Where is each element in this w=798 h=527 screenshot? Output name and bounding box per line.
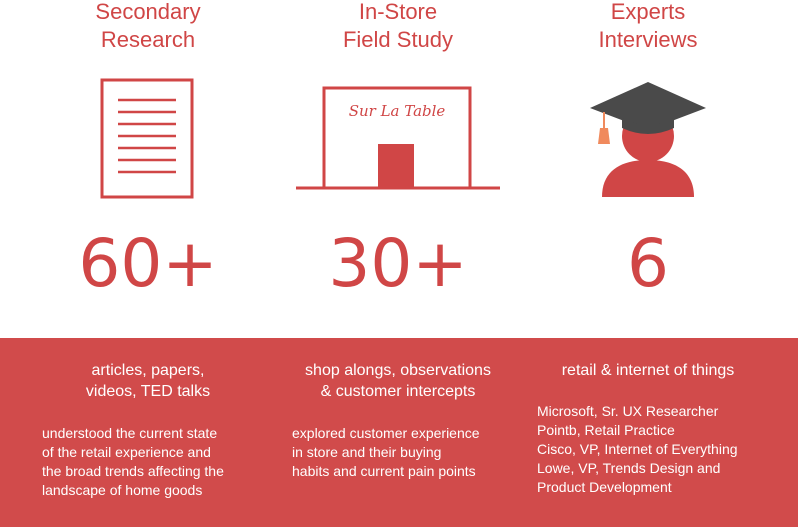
- column-title-experts-interviews: Experts Interviews: [598, 0, 698, 52]
- details-band: articles, papers, videos, TED talks unde…: [0, 338, 798, 527]
- storefront-icon: Sur La Table: [296, 86, 500, 190]
- store-sign-text: Sur La Table: [349, 102, 446, 120]
- document-icon: [100, 78, 194, 199]
- count-secondary-research: 60+: [78, 225, 218, 302]
- column-title-field-study: In-Store Field Study: [342, 0, 454, 52]
- stats-section: Secondary Research 60+ In-Store Field St…: [78, 0, 706, 302]
- subtitle-field-study: shop alongs, observations & customer int…: [305, 362, 491, 400]
- description-field-study: explored customer experience in store an…: [292, 425, 480, 479]
- description-secondary-research: understood the current state of the reta…: [42, 425, 224, 498]
- description-experts-interviews: Microsoft, Sr. UX Researcher Pointb, Ret…: [537, 403, 738, 495]
- count-experts-interviews: 6: [627, 225, 669, 302]
- count-field-study: 30+: [328, 225, 468, 302]
- column-title-secondary-research: Secondary Research: [95, 0, 201, 52]
- subtitle-secondary-research: articles, papers, videos, TED talks: [85, 362, 211, 400]
- subtitle-experts-interviews: retail & internet of things: [561, 362, 735, 379]
- graduate-icon: [590, 82, 706, 197]
